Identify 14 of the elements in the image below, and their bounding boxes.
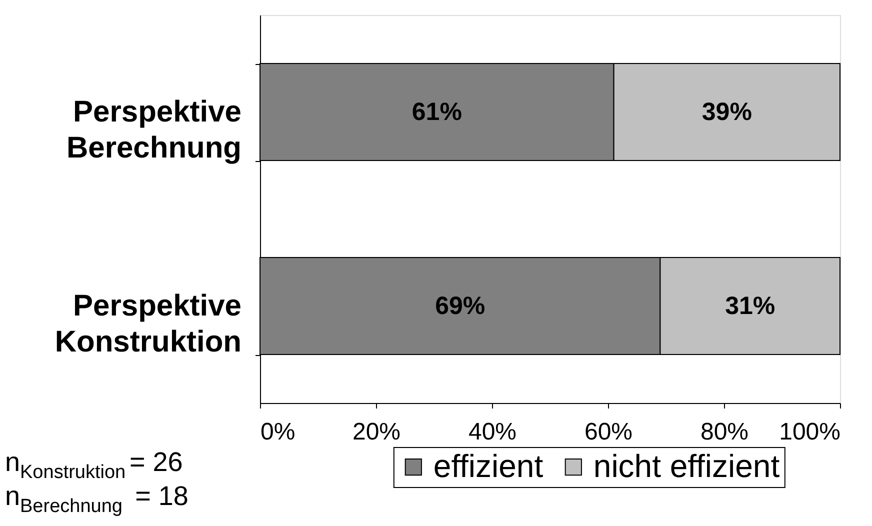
- x-tick-label: 80%: [700, 418, 749, 446]
- x-tick-label: 100%: [779, 418, 840, 446]
- data-label: 61%: [412, 98, 462, 126]
- x-tick-label: 40%: [468, 418, 517, 446]
- x-tick-label: 20%: [352, 418, 401, 446]
- y-tick-label: Perspektive Konstruktion: [54, 290, 242, 358]
- y-tick-label: Perspektive Berechnung: [66, 96, 242, 164]
- x-tick-label: 60%: [584, 418, 633, 446]
- legend-label: nicht effizient: [593, 448, 780, 484]
- data-label: 31%: [725, 292, 776, 320]
- legend-label: effizient: [433, 448, 544, 484]
- x-tick-label: 0%: [260, 418, 296, 446]
- data-label: 39%: [702, 98, 752, 126]
- data-label: 69%: [435, 292, 486, 320]
